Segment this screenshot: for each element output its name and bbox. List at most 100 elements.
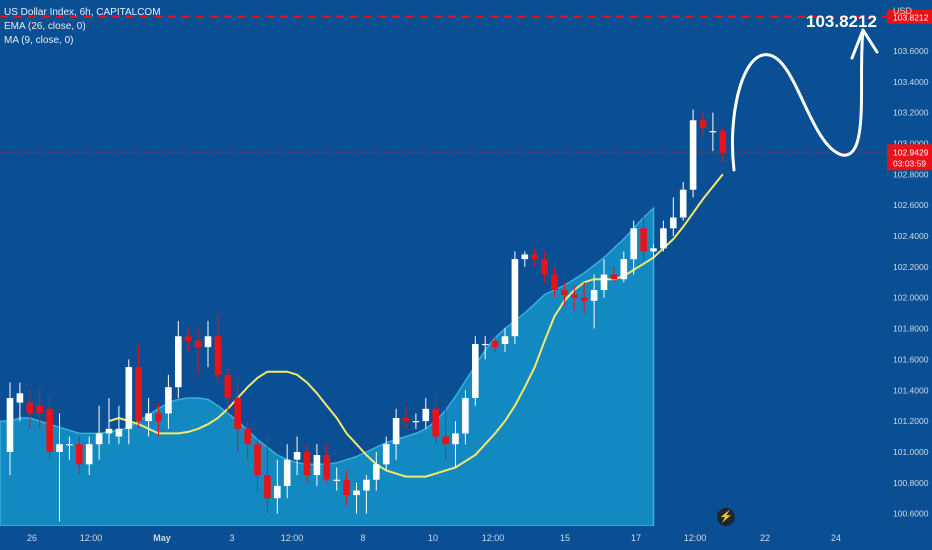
- candle: [254, 444, 261, 476]
- candle: [264, 475, 271, 499]
- candle: [46, 408, 53, 452]
- y-tick-label: 101.2000: [893, 416, 929, 426]
- countdown-tag-text: 03:03:59: [893, 158, 926, 168]
- candle: [541, 259, 548, 275]
- candle: [590, 290, 598, 301]
- target-label: 103.8212: [806, 12, 877, 31]
- x-tick-label: May: [153, 533, 171, 543]
- candle: [363, 479, 370, 491]
- candle: [472, 344, 479, 398]
- candle: [105, 428, 113, 434]
- y-tick-label: 102.6000: [893, 200, 929, 210]
- y-tick-label: 101.0000: [893, 447, 929, 457]
- candle: [571, 294, 578, 298]
- target-price-tag: [887, 9, 932, 24]
- candle: [244, 428, 251, 445]
- candle: [115, 428, 123, 437]
- y-tick-label: 103.2000: [893, 108, 929, 118]
- candle: [551, 274, 558, 290]
- candle: [709, 131, 717, 133]
- candle: [452, 433, 459, 445]
- candle: [125, 367, 133, 429]
- candle: [323, 455, 331, 480]
- candle: [224, 374, 232, 398]
- candle: [630, 228, 637, 260]
- candle: [343, 479, 350, 496]
- candle: [155, 413, 162, 422]
- candle: [194, 340, 202, 348]
- candle: [76, 444, 83, 465]
- projection-arrowhead: [850, 28, 879, 60]
- y-tick-label: 102.2000: [893, 262, 929, 272]
- candle: [600, 274, 608, 290]
- candle: [561, 290, 568, 295]
- candle: [145, 413, 152, 422]
- y-tick-label: 101.8000: [893, 324, 929, 334]
- legend-symbol[interactable]: US Dollar Index, 6h, CAPITALCOM: [4, 7, 161, 18]
- candle: [511, 259, 519, 337]
- candle: [521, 254, 529, 260]
- candle: [214, 336, 222, 375]
- candle: [184, 336, 192, 341]
- x-tick-label: 24: [831, 533, 841, 543]
- candle: [432, 408, 439, 437]
- x-tick-label: 12:00: [80, 533, 103, 543]
- candle: [719, 131, 727, 153]
- candle: [422, 408, 430, 422]
- candle: [679, 189, 687, 218]
- candle: [283, 459, 291, 486]
- currency-label: USD: [892, 6, 912, 16]
- x-tick-label: 12:00: [482, 533, 505, 543]
- candle: [353, 490, 360, 496]
- candle: [175, 336, 182, 388]
- candle: [531, 254, 538, 260]
- candle: [412, 421, 420, 423]
- candle: [402, 418, 410, 422]
- candle: [303, 452, 311, 476]
- candle: [382, 444, 390, 465]
- legend-ema[interactable]: EMA (26, close, 0): [4, 21, 86, 32]
- y-tick-label: 102.8000: [893, 169, 929, 179]
- chart-legend: US Dollar Index, 6h, CAPITALCOM EMA (26,…: [4, 6, 161, 48]
- candle: [204, 336, 212, 348]
- x-axis-panel: [0, 526, 932, 550]
- y-tick-label: 102.0000: [893, 293, 929, 303]
- last-price-tag-text: 102.9429: [893, 147, 929, 157]
- candle: [85, 444, 93, 465]
- x-tick-label: 12:00: [281, 533, 304, 543]
- candle: [640, 228, 647, 252]
- candle: [6, 398, 14, 452]
- x-tick-label: 17: [631, 533, 641, 543]
- candle: [165, 387, 172, 414]
- y-tick-label: 100.6000: [893, 509, 929, 519]
- x-tick-label: 26: [27, 533, 37, 543]
- candle: [66, 444, 73, 446]
- candle: [660, 228, 667, 249]
- x-tick-label: 10: [428, 533, 438, 543]
- candle: [274, 485, 281, 499]
- projection-curve: [730, 28, 865, 172]
- y-tick-label: 100.8000: [893, 478, 929, 488]
- candle: [670, 217, 677, 229]
- candle: [491, 340, 499, 348]
- lightning-icon[interactable]: ⚡: [717, 508, 735, 526]
- last-price-tag: [887, 144, 932, 171]
- y-tick-label: 101.4000: [893, 385, 929, 395]
- y-tick-label: 103.4000: [893, 77, 929, 87]
- y-axis-panel: [887, 0, 932, 550]
- candle: [373, 464, 380, 480]
- candle: [481, 344, 489, 346]
- candle: [333, 479, 340, 481]
- legend-ma[interactable]: MA (9, close, 0): [4, 35, 74, 46]
- candle: [689, 120, 697, 190]
- candle: [620, 259, 628, 280]
- x-tick-label: 3: [229, 533, 234, 543]
- candle: [501, 336, 509, 344]
- candle: [462, 398, 469, 434]
- candle: [36, 405, 43, 414]
- x-tick-label: 12:00: [684, 533, 707, 543]
- candle: [16, 393, 24, 403]
- y-tick-label: 102.4000: [893, 231, 929, 241]
